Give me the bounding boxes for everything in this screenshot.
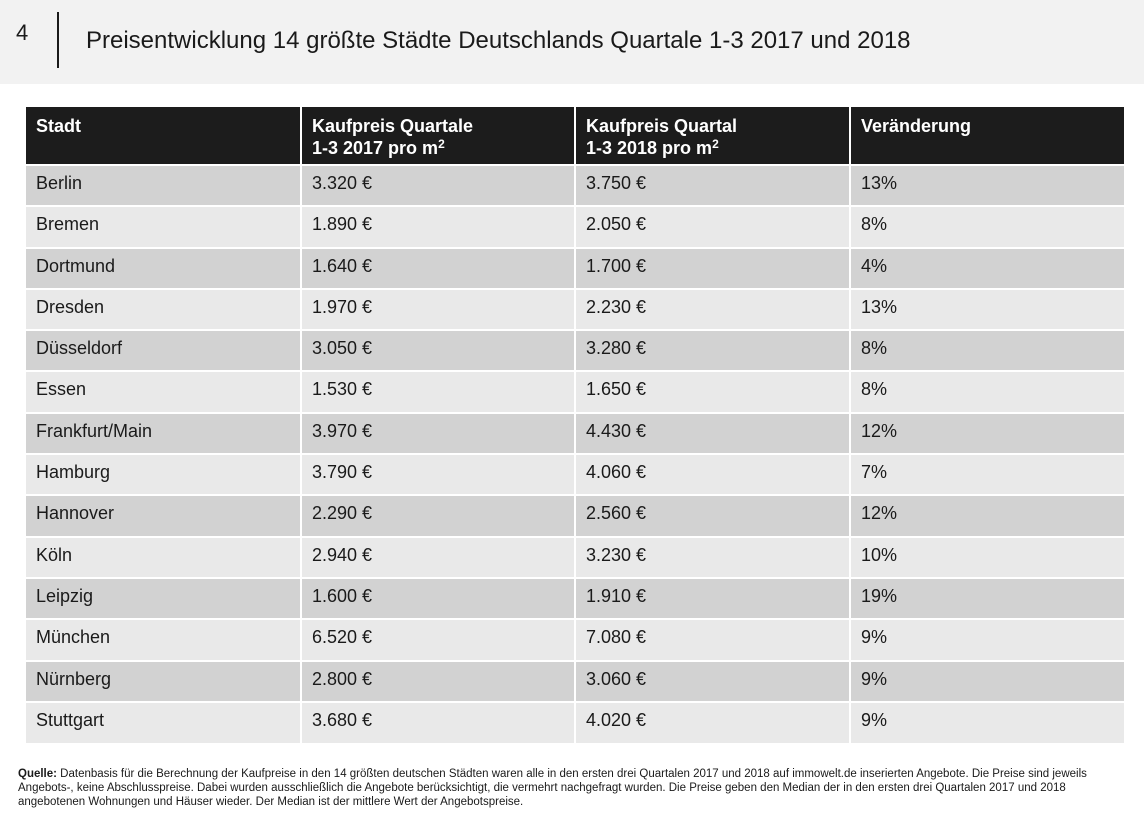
source-footnote: Quelle: Datenbasis für die Berechnung de… [18,767,1118,809]
header-price-2017-sup: 2 [438,137,445,151]
cell-price-2017: 1.530 € [300,370,575,413]
cell-price-2017: 1.640 € [300,246,575,289]
footnote-label: Quelle: [18,768,57,780]
cell-price-2017: 2.940 € [300,535,575,578]
header-price-2017-line2: 1-3 2017 pro m [312,138,439,158]
table-row: München 6.520 €7.080 €9% [26,618,1124,661]
table-row: Nürnberg 2.800 €3.060 €9% [26,659,1124,702]
header-price-2018: Kaufpreis Quartal 1-3 2018 pro m2 [574,107,850,165]
header-change: Veränderung [849,107,1124,165]
table-row: Berlin 3.320 €3.750 €13% [26,163,1124,207]
cell-change: 8% [849,205,1124,248]
table-row: Bremen 1.890 €2.050 €8% [26,205,1124,248]
header-price-2018-sup: 2 [712,137,719,151]
table-row: Leipzig 1.600 €1.910 €19% [26,576,1124,620]
cell-change: 9% [849,618,1124,661]
cell-city: Leipzig [26,576,301,620]
header-price-2018-line1: Kaufpreis Quartal [586,116,738,136]
cell-city: Berlin [26,163,301,207]
cell-change: 8% [849,370,1124,413]
cell-change: 9% [849,659,1124,702]
cell-price-2018: 2.050 € [574,205,850,248]
cell-change: 9% [849,700,1124,744]
cell-price-2018: 3.280 € [574,329,850,372]
table-row: Dresden 1.970 €2.230 €13% [26,287,1124,331]
cell-price-2017: 1.600 € [300,576,575,620]
cell-price-2017: 3.050 € [300,329,575,372]
cell-price-2018: 7.080 € [574,618,850,661]
price-table-container: Stadt Kaufpreis Quartale 1-3 2017 pro m2 … [26,107,1124,744]
cell-price-2017: 2.290 € [300,494,575,537]
cell-price-2017: 6.520 € [300,618,575,661]
cell-city: Hannover [26,494,301,537]
cell-price-2017: 3.320 € [300,163,575,207]
page-number: 4 [16,20,29,45]
table-row: Frankfurt/Main 3.970 €4.430 €12% [26,411,1124,455]
table-row: Hannover 2.290 €2.560 €12% [26,494,1124,537]
cell-price-2018: 2.560 € [574,494,850,537]
cell-price-2018: 4.020 € [574,700,850,744]
cell-price-2017: 3.970 € [300,411,575,455]
cell-price-2017: 3.790 € [300,453,575,496]
cell-change: 7% [849,453,1124,496]
cell-change: 8% [849,329,1124,372]
price-table: Stadt Kaufpreis Quartale 1-3 2017 pro m2 … [26,107,1124,744]
cell-city: Nürnberg [26,659,301,702]
cell-city: Stuttgart [26,700,301,744]
cell-price-2017: 3.680 € [300,700,575,744]
table-row: Köln 2.940 €3.230 €10% [26,535,1124,578]
page-header: 4 Preisentwicklung 14 größte Städte Deut… [0,0,1144,84]
cell-change: 19% [849,576,1124,620]
cell-change: 4% [849,246,1124,289]
cell-price-2017: 1.890 € [300,205,575,248]
cell-change: 10% [849,535,1124,578]
cell-city: Düsseldorf [26,329,301,372]
cell-change: 12% [849,411,1124,455]
cell-city: Essen [26,370,301,413]
cell-price-2017: 2.800 € [300,659,575,702]
cell-city: Frankfurt/Main [26,411,301,455]
header-city-label: Stadt [36,116,81,136]
page-title: Preisentwicklung 14 größte Städte Deutsc… [86,27,911,54]
header-price-2018-line2: 1-3 2018 pro m [586,138,713,158]
cell-change: 13% [849,163,1124,207]
header-price-2017-line1: Kaufpreis Quartale [312,116,474,136]
header-change-label: Veränderung [861,116,972,136]
table-body: Berlin 3.320 €3.750 €13% Bremen 1.890 €2.05… [26,163,1124,744]
cell-price-2018: 1.700 € [574,246,850,289]
cell-price-2018: 2.230 € [574,287,850,331]
cell-price-2018: 3.750 € [574,163,850,207]
table-row: Dortmund 1.640 €1.700 €4% [26,246,1124,289]
cell-price-2017: 1.970 € [300,287,575,331]
footnote-text: Datenbasis für die Berechnung der Kaufpr… [18,768,1087,808]
cell-price-2018: 4.430 € [574,411,850,455]
cell-city: Dresden [26,287,301,331]
header-divider [57,12,59,68]
cell-city: Köln [26,535,301,578]
cell-price-2018: 3.060 € [574,659,850,702]
table-header-row: Stadt Kaufpreis Quartale 1-3 2017 pro m2 … [26,107,1124,165]
cell-change: 13% [849,287,1124,331]
cell-city: Hamburg [26,453,301,496]
header-city: Stadt [26,107,301,165]
cell-city: Bremen [26,205,301,248]
table-row: Essen 1.530 €1.650 €8% [26,370,1124,413]
cell-price-2018: 3.230 € [574,535,850,578]
cell-price-2018: 4.060 € [574,453,850,496]
header-price-2017: Kaufpreis Quartale 1-3 2017 pro m2 [300,107,575,165]
cell-city: Dortmund [26,246,301,289]
table-row: Hamburg 3.790 €4.060 €7% [26,453,1124,496]
cell-price-2018: 1.650 € [574,370,850,413]
table-row: Düsseldorf 3.050 €3.280 €8% [26,329,1124,372]
cell-price-2018: 1.910 € [574,576,850,620]
cell-city: München [26,618,301,661]
cell-change: 12% [849,494,1124,537]
table-row: Stuttgart 3.680 €4.020 €9% [26,700,1124,744]
